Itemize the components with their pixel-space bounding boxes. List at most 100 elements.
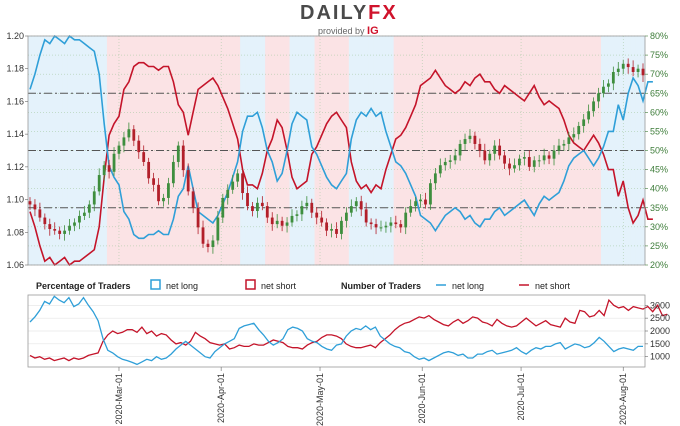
price-tick-label: 1.16: [6, 96, 24, 106]
bg-net-long-region: [615, 36, 622, 265]
candle-body: [107, 165, 111, 172]
candle-body: [285, 222, 289, 226]
candle-body: [522, 157, 526, 159]
count-tick-label: 3000: [650, 300, 670, 310]
candle-body: [552, 150, 556, 159]
bg-net-long-region: [630, 36, 636, 265]
candle-body: [641, 68, 645, 76]
date-tick-label: 2020-Apr-01: [216, 373, 226, 423]
candle-body: [122, 137, 126, 146]
price-axis: 1.20 1.18 1.16 1.14 1.12 1.10 1.08 1.06: [6, 31, 28, 270]
candle-body: [226, 189, 230, 198]
candle-body: [92, 191, 96, 205]
candle-body: [236, 173, 240, 182]
candle-body: [508, 163, 511, 169]
candle-body: [631, 67, 635, 72]
percentage-lines: [29, 34, 653, 267]
candle-body: [636, 68, 640, 72]
candle-body: [58, 230, 62, 234]
candle-body: [404, 212, 408, 228]
candle-body: [78, 215, 81, 223]
candle-body: [518, 158, 521, 166]
candle-body: [251, 206, 254, 212]
candle-body: [389, 222, 393, 226]
candle-body: [488, 153, 492, 161]
dailyfx-logo: DAILYFX provided by IG: [0, 0, 680, 40]
candle-body: [463, 139, 467, 144]
candle-body: [63, 230, 67, 234]
candle-body: [572, 134, 576, 138]
price-candles: [28, 58, 645, 254]
candle-body: [577, 125, 581, 135]
price-tick-label: 1.20: [6, 31, 24, 41]
candle-body: [82, 212, 86, 216]
candle-body: [300, 206, 304, 215]
candle-body: [592, 101, 595, 112]
bg-net-long-region: [52, 36, 58, 265]
candle-body: [330, 229, 333, 231]
candle-body: [211, 240, 215, 248]
net-long-pct-line: [29, 34, 653, 240]
candle-body: [127, 129, 131, 138]
candle-body: [369, 222, 373, 225]
candle-body: [443, 161, 447, 166]
bg-net-long-region: [57, 36, 63, 265]
candle-body: [310, 202, 314, 213]
candle-body: [147, 161, 151, 179]
bg-net-long-region: [72, 36, 78, 265]
date-tick-label: 2020-Mar-01: [114, 373, 124, 425]
candle-body: [157, 184, 160, 202]
candle-body: [537, 160, 541, 162]
percent-tick-label: 50%: [650, 146, 668, 156]
candle-body: [201, 227, 205, 244]
candle-body: [206, 243, 210, 248]
candle-body: [399, 224, 403, 228]
candle-body: [513, 165, 516, 169]
price-tick-label: 1.14: [6, 129, 24, 139]
candle-body: [171, 161, 175, 184]
date-tick-label: 2020-Jul-01: [516, 373, 526, 421]
percent-tick-label: 55%: [650, 126, 668, 136]
candle-body: [626, 63, 630, 68]
candle-body: [429, 183, 432, 205]
candle-body: [231, 181, 235, 190]
candle-body: [364, 209, 368, 223]
candle-body: [68, 225, 71, 231]
candle-body: [53, 229, 57, 231]
candle-body: [344, 212, 348, 221]
candle-body: [275, 220, 279, 225]
candle-body: [325, 222, 329, 231]
candle-body: [473, 135, 477, 144]
candle-body: [305, 202, 309, 207]
legend-percentage-title: Percentage of Traders: [36, 281, 131, 291]
percent-tick-label: 30%: [650, 222, 668, 232]
candle-body: [241, 173, 244, 194]
candle-body: [315, 212, 319, 218]
candle-body: [256, 202, 259, 212]
price-tick-label: 1.06: [6, 260, 24, 270]
candle-body: [458, 143, 462, 156]
legend-net-short-swatch: [245, 279, 256, 290]
lower-chart-gridlines: [28, 305, 645, 357]
percent-tick-label: 20%: [650, 260, 668, 270]
candle-body: [597, 93, 600, 102]
candle-body: [453, 155, 457, 161]
legend-net-long-swatch: [150, 279, 161, 290]
count-tick-label: 2500: [650, 313, 670, 323]
percent-axis: 80% 75% 70% 65% 60% 55% 50% 45% 40% 35% 30% 25% 20%: [645, 31, 668, 270]
bg-net-long-region: [600, 36, 607, 265]
candle-body: [132, 129, 136, 141]
candle-body: [191, 191, 195, 208]
candle-body: [38, 209, 42, 218]
candle-body: [33, 204, 37, 210]
candle-body: [320, 217, 324, 223]
candle-body: [542, 155, 546, 161]
legend-net-short-label: net short: [261, 281, 297, 291]
candle-body: [527, 157, 531, 167]
candle-body: [567, 137, 571, 144]
percent-tick-label: 40%: [650, 184, 668, 194]
percent-tick-label: 45%: [650, 165, 668, 175]
candle-body: [379, 227, 383, 229]
net-long-count-line: [29, 295, 643, 366]
candle-body: [394, 222, 398, 225]
